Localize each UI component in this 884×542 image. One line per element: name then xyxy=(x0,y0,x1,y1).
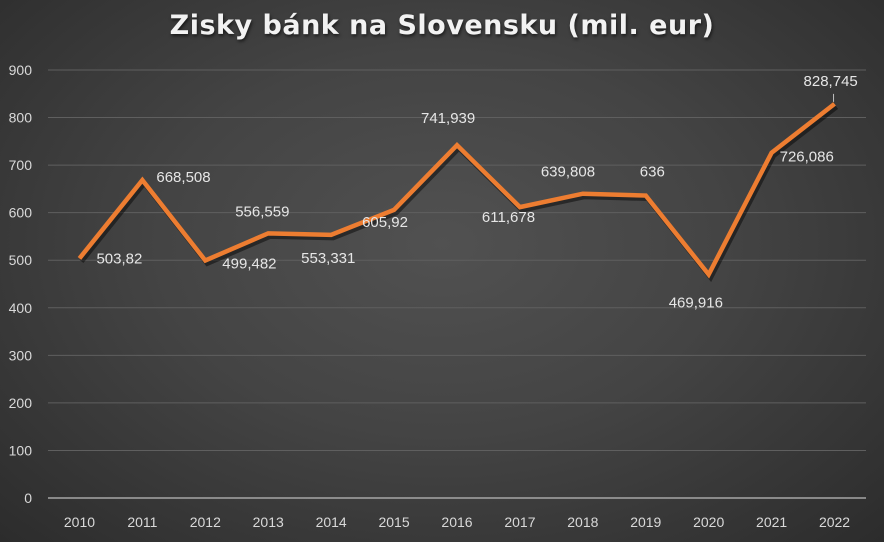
x-tick-label: 2016 xyxy=(441,514,472,530)
y-tick-label: 600 xyxy=(9,205,33,221)
data-label: 553,331 xyxy=(301,250,355,267)
gridlines xyxy=(48,69,866,451)
y-tick-label: 200 xyxy=(9,395,33,411)
x-tick-label: 2014 xyxy=(316,514,347,530)
y-tick-label: 100 xyxy=(9,442,33,458)
y-tick-label: 400 xyxy=(9,300,33,316)
data-label: 499,482 xyxy=(222,255,276,272)
x-axis: 2010 2011 2012 2013 2014 2015 2016 2017 2018 2019… xyxy=(48,497,866,530)
x-tick-label: 2021 xyxy=(756,514,787,530)
data-label: 469,916 xyxy=(669,295,723,312)
chart-title: Zisky bánk na Slovensku (mil. eur) xyxy=(169,10,715,41)
y-tick-label: 900 xyxy=(9,62,33,78)
data-label: 636 xyxy=(640,164,665,181)
y-tick-label: 700 xyxy=(9,157,33,173)
x-tick-label: 2019 xyxy=(630,514,661,530)
y-tick-label: 500 xyxy=(9,252,33,268)
data-label: 828,745 xyxy=(804,73,858,90)
x-tick-label: 2012 xyxy=(190,514,221,530)
x-tick-label: 2020 xyxy=(693,514,724,530)
x-tick-label: 2017 xyxy=(504,514,535,530)
data-labels: 503,82 668,508 499,482 556,559 553,331 605,92… xyxy=(96,73,857,312)
data-label: 726,086 xyxy=(780,149,834,166)
y-tick-label: 0 xyxy=(24,490,32,506)
data-label: 611,678 xyxy=(482,209,535,226)
data-label: 668,508 xyxy=(156,169,210,186)
y-tick-label: 300 xyxy=(9,347,33,363)
y-tick-label: 800 xyxy=(9,110,33,126)
data-label: 503,82 xyxy=(96,250,142,267)
data-label: 556,559 xyxy=(235,203,289,220)
data-label: 741,939 xyxy=(421,110,475,127)
x-tick-label: 2018 xyxy=(567,514,598,530)
x-tick-label: 2010 xyxy=(64,514,95,530)
y-axis: 0 100 200 300 400 500 600 700 800 900 xyxy=(9,62,33,506)
x-tick-label: 2011 xyxy=(127,514,157,530)
series-line xyxy=(77,102,836,279)
data-series xyxy=(77,102,839,283)
x-tick-label: 2022 xyxy=(819,514,850,530)
x-tick-label: 2013 xyxy=(253,514,284,530)
data-label: 605,92 xyxy=(362,214,408,231)
data-label: 639,808 xyxy=(541,164,595,181)
x-tick-label: 2015 xyxy=(378,514,409,530)
